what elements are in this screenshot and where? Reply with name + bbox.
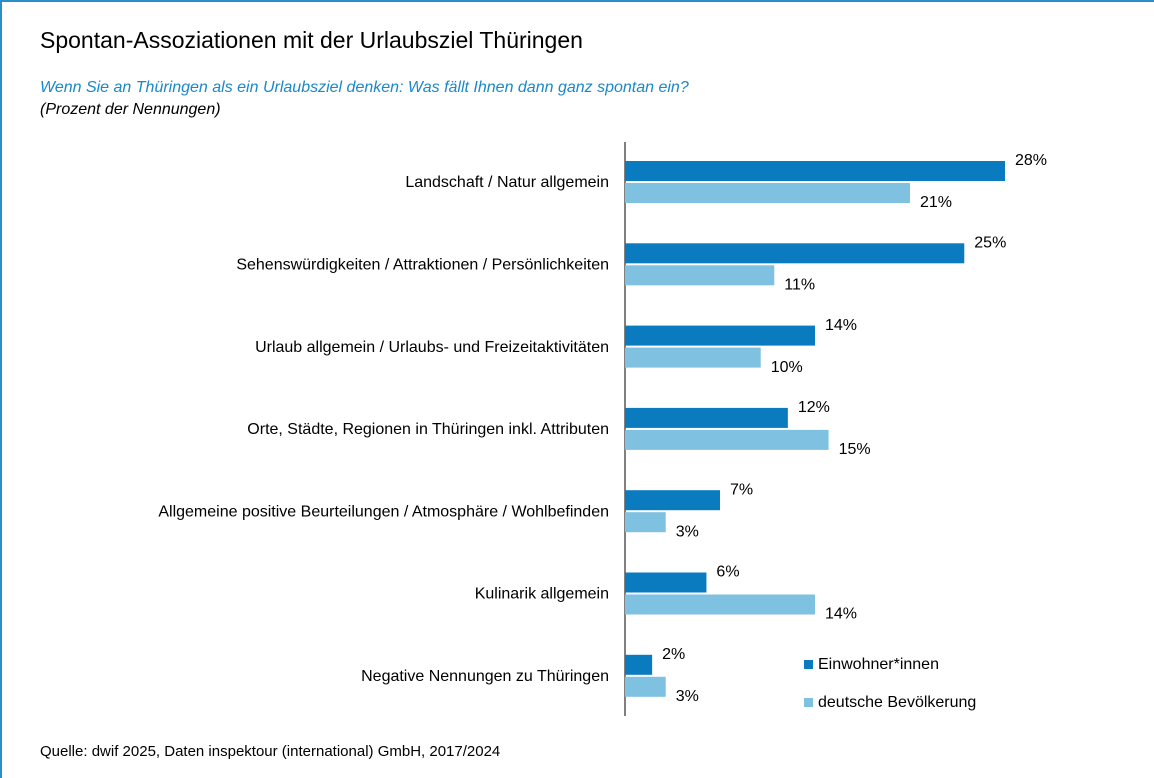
value-label: 28% xyxy=(1015,152,1047,169)
value-label: 10% xyxy=(771,359,803,376)
value-label: 3% xyxy=(676,523,699,540)
chart-title: Spontan-Assoziationen mit der Urlaubszie… xyxy=(40,27,583,53)
value-label: 14% xyxy=(825,317,857,334)
category-label: Sehenswürdigkeiten / Attraktionen / Pers… xyxy=(236,257,609,274)
chart-note: (Prozent der Nennungen) xyxy=(40,101,221,118)
bar xyxy=(625,243,965,264)
bar xyxy=(625,265,775,286)
value-label: 25% xyxy=(974,235,1006,252)
category-label: Negative Nennungen zu Thüringen xyxy=(361,668,609,685)
legend-swatch xyxy=(804,698,813,707)
source: Quelle: dwif 2025, Daten inspektour (int… xyxy=(40,743,500,760)
bar xyxy=(625,429,829,450)
value-label: 11% xyxy=(784,277,815,294)
legend-label: Einwohner*innen xyxy=(818,656,939,673)
value-label: 6% xyxy=(716,564,739,581)
value-label: 14% xyxy=(825,606,857,623)
category-label: Allgemeine positive Beurteilungen / Atmo… xyxy=(158,503,609,520)
chart-subtitle: Wenn Sie an Thüringen als ein Urlaubszie… xyxy=(40,79,689,96)
bar xyxy=(625,161,1005,181)
value-label: 21% xyxy=(920,194,952,211)
bar xyxy=(625,572,707,593)
value-label: 12% xyxy=(798,399,830,416)
bar xyxy=(625,183,910,203)
legend-swatch xyxy=(804,660,813,669)
value-label: 15% xyxy=(839,441,871,458)
category-label: Landschaft / Natur allgemein xyxy=(405,174,609,191)
bar xyxy=(625,654,653,675)
category-label: Urlaub allgemein / Urlaubs- und Freizeit… xyxy=(255,339,609,356)
category-label: Orte, Städte, Regionen in Thüringen inkl… xyxy=(247,421,609,438)
bar xyxy=(625,594,815,615)
value-label: 7% xyxy=(730,481,753,498)
value-label: 3% xyxy=(676,688,699,705)
bar xyxy=(625,512,666,533)
legend-label: deutsche Bevölkerung xyxy=(818,694,976,711)
bar xyxy=(625,676,666,697)
bar xyxy=(625,407,788,428)
bar xyxy=(625,490,720,511)
category-label: Kulinarik allgemein xyxy=(475,586,609,603)
value-label: 2% xyxy=(662,646,685,663)
bar xyxy=(625,347,761,368)
bar xyxy=(625,325,815,346)
